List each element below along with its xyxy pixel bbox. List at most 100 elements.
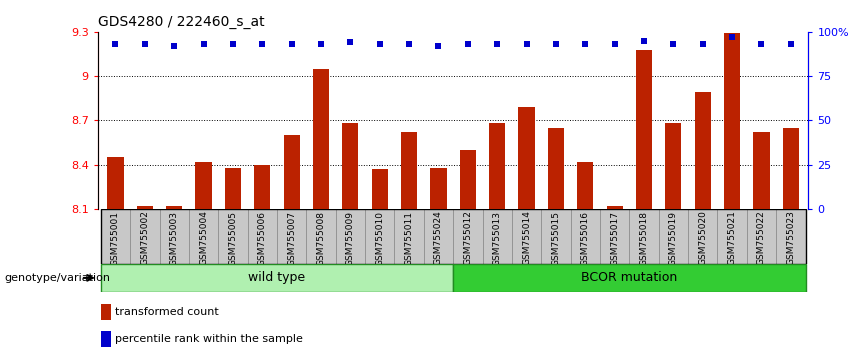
Bar: [630, 209, 659, 264]
Bar: [518, 107, 534, 209]
Text: GSM755023: GSM755023: [786, 211, 796, 266]
Point: [197, 41, 210, 47]
Point: [549, 41, 563, 47]
Bar: [100, 209, 130, 264]
Bar: [665, 123, 682, 209]
Point: [608, 41, 621, 47]
Bar: [313, 69, 329, 209]
Text: GSM755008: GSM755008: [317, 211, 326, 266]
Bar: [335, 209, 365, 264]
Bar: [166, 206, 182, 209]
Bar: [107, 157, 123, 209]
Text: GSM755021: GSM755021: [728, 211, 737, 266]
Bar: [100, 264, 453, 292]
Point: [344, 40, 357, 45]
Bar: [248, 209, 277, 264]
Text: percentile rank within the sample: percentile rank within the sample: [115, 334, 303, 344]
Bar: [159, 209, 189, 264]
Text: wild type: wild type: [248, 272, 306, 284]
Bar: [688, 209, 717, 264]
Bar: [225, 167, 241, 209]
Bar: [189, 209, 218, 264]
Bar: [283, 135, 300, 209]
Point: [285, 41, 299, 47]
Point: [520, 41, 534, 47]
Text: BCOR mutation: BCOR mutation: [581, 272, 677, 284]
Bar: [342, 123, 358, 209]
Text: GSM755003: GSM755003: [169, 211, 179, 266]
Bar: [571, 209, 600, 264]
Bar: [541, 209, 571, 264]
Bar: [548, 128, 564, 209]
Bar: [694, 92, 711, 209]
Bar: [460, 150, 476, 209]
Bar: [776, 209, 806, 264]
Bar: [431, 167, 447, 209]
Bar: [137, 206, 153, 209]
Bar: [401, 132, 417, 209]
Point: [784, 41, 797, 47]
Bar: [277, 209, 306, 264]
Bar: [372, 169, 388, 209]
Text: GSM755017: GSM755017: [610, 211, 620, 266]
Point: [138, 41, 151, 47]
Bar: [453, 209, 483, 264]
Bar: [753, 132, 769, 209]
Text: GSM755002: GSM755002: [140, 211, 149, 266]
Text: GDS4280 / 222460_s_at: GDS4280 / 222460_s_at: [98, 16, 265, 29]
Text: GSM755005: GSM755005: [228, 211, 237, 266]
Text: GSM755013: GSM755013: [493, 211, 502, 266]
Bar: [717, 209, 747, 264]
Bar: [659, 209, 688, 264]
Text: GSM755016: GSM755016: [580, 211, 590, 266]
Bar: [453, 264, 806, 292]
Bar: [306, 209, 335, 264]
Bar: [101, 304, 111, 320]
Bar: [196, 162, 212, 209]
Text: genotype/variation: genotype/variation: [4, 273, 111, 283]
Point: [637, 38, 651, 44]
Bar: [489, 123, 505, 209]
Point: [696, 41, 710, 47]
Point: [579, 41, 592, 47]
Text: GSM755014: GSM755014: [522, 211, 531, 266]
Text: transformed count: transformed count: [115, 307, 219, 317]
Text: GSM755018: GSM755018: [639, 211, 648, 266]
Text: GSM755019: GSM755019: [669, 211, 678, 266]
Text: GSM755010: GSM755010: [375, 211, 385, 266]
Bar: [783, 128, 799, 209]
Text: GSM755022: GSM755022: [757, 211, 766, 265]
Text: GSM755011: GSM755011: [404, 211, 414, 266]
Point: [168, 43, 181, 49]
Bar: [607, 206, 623, 209]
Point: [490, 41, 504, 47]
Point: [403, 41, 416, 47]
Point: [314, 41, 328, 47]
Point: [431, 43, 445, 49]
Bar: [512, 209, 541, 264]
Bar: [394, 209, 424, 264]
Bar: [747, 209, 776, 264]
Point: [725, 34, 739, 40]
Point: [461, 41, 475, 47]
Bar: [130, 209, 159, 264]
Bar: [254, 165, 271, 209]
Bar: [636, 50, 652, 209]
Bar: [600, 209, 630, 264]
Bar: [577, 162, 593, 209]
Bar: [218, 209, 248, 264]
Text: GSM755024: GSM755024: [434, 211, 443, 265]
Text: GSM755004: GSM755004: [199, 211, 208, 266]
Bar: [424, 209, 453, 264]
Bar: [483, 209, 512, 264]
Point: [255, 41, 269, 47]
Point: [109, 41, 123, 47]
Point: [755, 41, 768, 47]
Point: [226, 41, 240, 47]
Text: GSM755001: GSM755001: [111, 211, 120, 266]
Text: GSM755009: GSM755009: [346, 211, 355, 266]
Text: GSM755020: GSM755020: [698, 211, 707, 266]
Text: GSM755007: GSM755007: [287, 211, 296, 266]
Bar: [101, 331, 111, 347]
Bar: [724, 33, 740, 209]
